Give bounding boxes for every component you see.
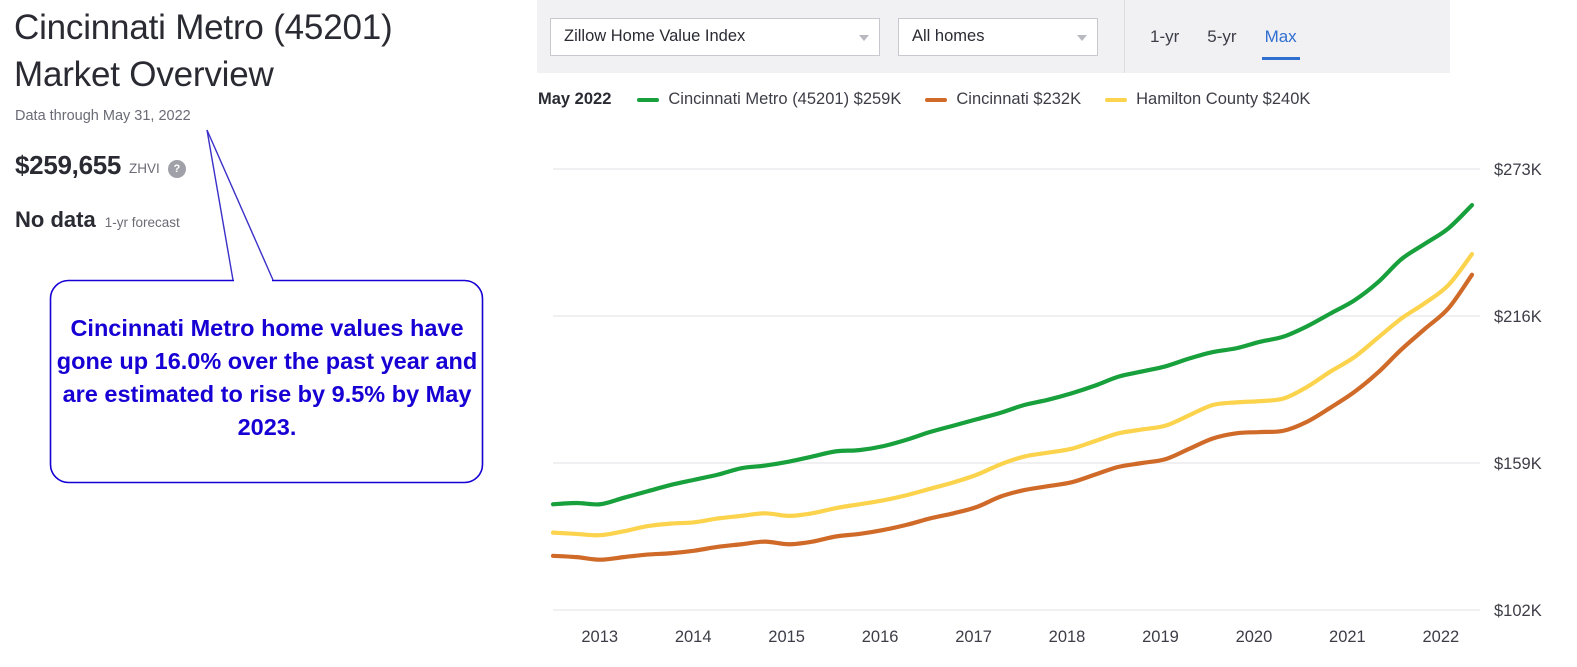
x-axis-tick-label: 2021 xyxy=(1329,628,1366,646)
page-title: Cincinnati Metro (45201) Market Overview xyxy=(14,4,514,98)
chart-panel: Zillow Home Value Index All homes 1-yr 5… xyxy=(537,0,1577,667)
legend-label-metro: Cincinnati Metro (45201) $259K xyxy=(668,90,902,108)
chart-controls-bar: Zillow Home Value Index All homes 1-yr 5… xyxy=(537,0,1450,73)
summary-panel: Cincinnati Metro (45201) Market Overview… xyxy=(0,0,537,667)
chart-gridlines xyxy=(553,168,1480,611)
legend-swatch-cincinnati xyxy=(925,97,948,102)
home-type-select[interactable]: All homes xyxy=(898,17,1098,56)
time-range-tabs: 1-yr 5-yr Max xyxy=(1125,0,1308,73)
zhvi-value: $259,655 xyxy=(15,150,122,180)
x-axis-tick-label: 2014 xyxy=(675,628,712,646)
x-axis-tick-label: 2017 xyxy=(955,628,992,646)
legend-swatch-hamilton xyxy=(1105,97,1128,102)
chart-x-axis-labels: 2013 2014 2015 2016 2017 2018 2019 2020 2021 2022 xyxy=(581,628,1459,646)
x-axis-tick-label: 2016 xyxy=(862,628,899,646)
help-icon[interactable]: ? xyxy=(167,159,186,178)
tab-max[interactable]: Max xyxy=(1254,0,1308,73)
chart-legend: May 2022 Cincinnati Metro (45201) $259K … xyxy=(537,90,1334,109)
vertical-divider xyxy=(1124,0,1125,73)
x-axis-tick-label: 2022 xyxy=(1422,628,1459,646)
x-axis-tick-label: 2015 xyxy=(768,628,805,646)
legend-label-cincinnati: Cincinnati $232K xyxy=(956,90,1082,108)
x-axis-tick-label: 2018 xyxy=(1049,628,1086,646)
series-line xyxy=(550,252,1475,538)
zhvi-summary-row: $259,655 ZHVI ? xyxy=(15,150,186,181)
legend-item-cincinnati[interactable]: Cincinnati $232K xyxy=(925,90,1081,109)
x-axis-tick-label: 2019 xyxy=(1142,628,1179,646)
callout-text: Cincinnati Metro home values have gone u… xyxy=(56,315,478,440)
legend-label-hamilton: Hamilton County $240K xyxy=(1136,90,1311,108)
y-axis-tick-label: $216K xyxy=(1494,308,1542,326)
chevron-down-icon xyxy=(859,34,869,41)
metric-select[interactable]: Zillow Home Value Index xyxy=(550,17,880,56)
legend-item-hamilton[interactable]: Hamilton County $240K xyxy=(1105,90,1310,109)
home-type-select-value: All homes xyxy=(912,27,985,45)
page-title-line1: Cincinnati Metro (45201) xyxy=(14,8,393,47)
data-through-label: Data through May 31, 2022 xyxy=(15,108,191,124)
y-axis-tick-label: $102K xyxy=(1494,602,1542,620)
forecast-value: No data xyxy=(15,207,96,232)
chart-svg: $102K$159K$216K$273K 2013 2014 2015 2016 201… xyxy=(550,161,1542,646)
x-axis-tick-label: 2013 xyxy=(581,628,618,646)
metric-select-value: Zillow Home Value Index xyxy=(564,27,746,45)
chart-series-lines xyxy=(550,203,1475,562)
legend-swatch-metro xyxy=(637,97,660,102)
y-axis-tick-label: $159K xyxy=(1494,455,1542,473)
tab-1-yr[interactable]: 1-yr xyxy=(1150,26,1180,46)
legend-date: May 2022 xyxy=(538,90,612,108)
chart-y-axis-labels: $102K $159K $216K $273K xyxy=(1494,161,1542,620)
series-line xyxy=(550,272,1475,562)
home-value-line-chart[interactable]: $102K $159K $216K $273K 2013 2014 2015 2016 201… xyxy=(537,140,1577,660)
series-line xyxy=(550,203,1475,507)
tab-5-yr[interactable]: 5-yr xyxy=(1207,26,1237,46)
forecast-label: 1-yr forecast xyxy=(104,215,180,230)
zhvi-label: ZHVI xyxy=(129,161,160,176)
y-axis-tick-label: $273K xyxy=(1494,161,1542,179)
forecast-summary-row: No data 1-yr forecast xyxy=(15,207,180,233)
legend-item-metro[interactable]: Cincinnati Metro (45201) $259K xyxy=(637,90,901,109)
page-title-line2: Market Overview xyxy=(14,55,274,94)
x-axis-tick-label: 2020 xyxy=(1236,628,1273,646)
chevron-down-icon xyxy=(1077,34,1087,41)
